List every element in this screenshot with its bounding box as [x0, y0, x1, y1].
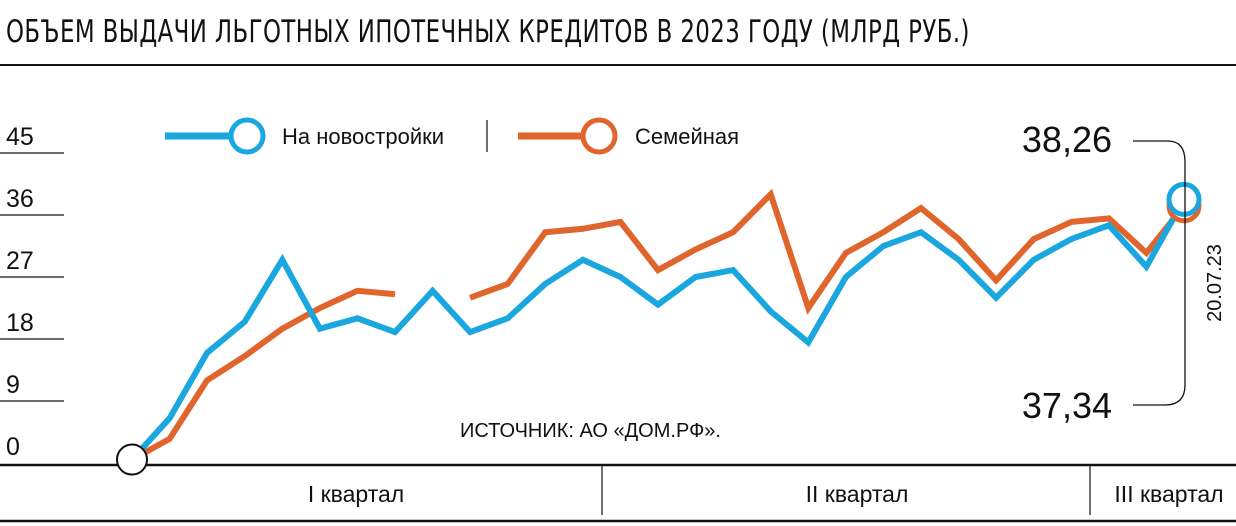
quarter-label-3: III квартал [1114, 481, 1223, 507]
end-value-bracket [1133, 140, 1186, 406]
end-value-family: 37,34 [1022, 385, 1112, 426]
end-point-marker-new-buildings [1166, 181, 1202, 217]
start-point-marker [116, 443, 148, 476]
y-tick-label: 27 [6, 247, 34, 275]
legend: На новостройки Семейная [165, 117, 739, 155]
quarter-label-1: I квартал [308, 481, 404, 507]
source-note: ИСТОЧНИК: АО «ДОМ.РФ». [460, 420, 721, 442]
chart-title: ОБЪЕМ ВЫДАЧИ ЛЬГОТНЫХ ИПОТЕЧНЫХ КРЕДИТОВ… [6, 14, 970, 50]
end-date-label: 20.07.23 [1204, 244, 1226, 322]
y-tick-label: 9 [6, 371, 20, 399]
legend-marker-family [580, 117, 618, 155]
quarter-label-2: II квартал [806, 481, 909, 507]
legend-label-family: Семейная [635, 124, 739, 149]
y-tick-label: 18 [6, 309, 34, 337]
legend-label-new-buildings: На новостройки [282, 124, 444, 149]
legend-marker-new-buildings [228, 117, 266, 155]
y-tick-label: 45 [6, 123, 34, 151]
y-axis: 0 9 18 27 36 45 [0, 123, 64, 461]
y-tick-label: 36 [6, 185, 34, 213]
series-line-new-buildings [129, 197, 1187, 462]
end-value-new-buildings: 38,26 [1022, 119, 1112, 160]
y-tick-label: 0 [6, 433, 20, 461]
series-line-family [130, 188, 1187, 463]
